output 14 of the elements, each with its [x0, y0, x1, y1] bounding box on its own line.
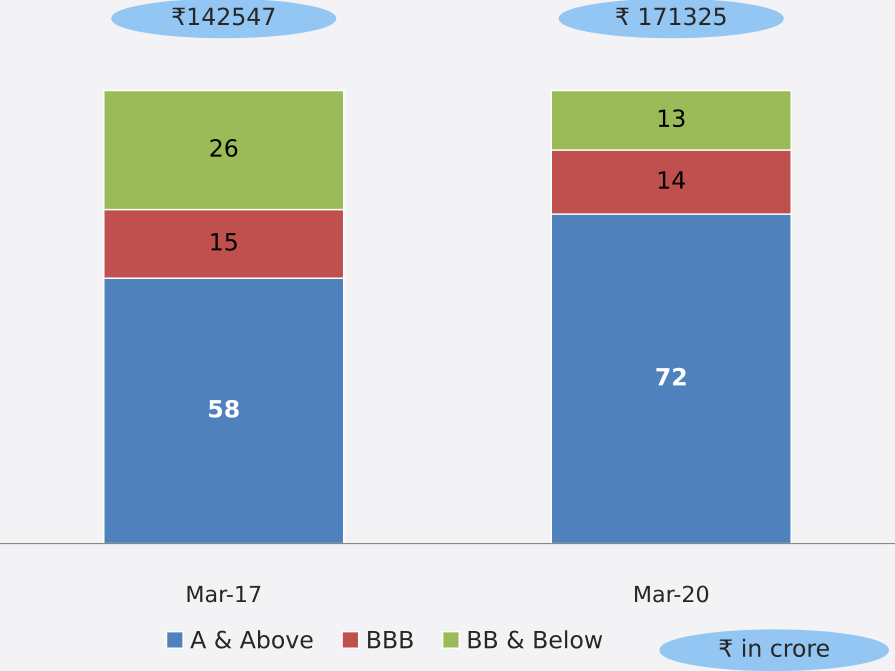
data-label: 15: [211, 233, 237, 251]
x-tick-label: Mar-17: [188, 586, 260, 602]
data-label: 58: [209, 400, 239, 418]
text: ₹ 171325: [616, 7, 726, 26]
data-label: 13: [658, 109, 684, 128]
data-label: 72: [656, 368, 686, 386]
x-tick-label: Mar-20: [635, 586, 708, 602]
data-label: 26: [210, 139, 238, 157]
text: ₹142547: [172, 7, 274, 26]
legend-label: A & Above: [190, 630, 313, 649]
legend-label: BBB: [368, 630, 413, 648]
data-label: 14: [658, 171, 685, 189]
legend-label: BB & Below: [468, 630, 602, 649]
text: ₹ in crore: [719, 638, 829, 658]
